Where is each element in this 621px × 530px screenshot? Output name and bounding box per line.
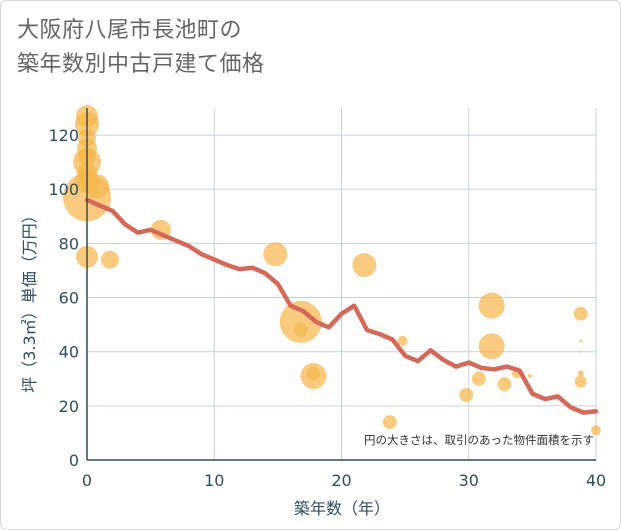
bubble-point-15	[293, 323, 308, 338]
x-tick-label-10: 10	[204, 471, 224, 490]
bubble-point-14	[279, 300, 322, 343]
y-axis-label: 坪（3.3㎡）単価（万円）	[20, 207, 39, 392]
bubble-point-32	[574, 375, 587, 388]
x-tick-label-40: 40	[586, 471, 606, 490]
y-tick-label-80: 80	[59, 234, 79, 253]
bubble-point-31	[577, 370, 584, 377]
bubble-point-10	[85, 174, 110, 199]
y-tick-label-0: 0	[69, 451, 79, 470]
tick-labels: 0 10 20 30 40 0 20 40 60 80 100 120	[48, 126, 606, 490]
bubble-point-27	[527, 374, 532, 379]
bubble-point-30	[579, 350, 582, 353]
chart-title: 大阪府八尾市長池町の 築年数別中古戸建て価格	[17, 14, 577, 82]
bubble-point-21	[459, 388, 474, 403]
y-tick-label-20: 20	[59, 397, 79, 416]
bubble-point-28	[573, 306, 588, 321]
x-axis-label: 築年数（年）	[294, 499, 390, 518]
bubble-point-25	[497, 377, 512, 392]
bubble-point-19	[382, 415, 397, 430]
bubble-point-13	[263, 242, 288, 267]
bubble-point-11	[100, 250, 119, 269]
bubble-point-22	[471, 371, 486, 386]
size-note: 円の大きさは、取引のあった物件面積を示す	[364, 433, 594, 447]
x-tick-label-0: 0	[82, 471, 92, 490]
grid-lines	[87, 108, 597, 460]
bubble-point-23	[478, 292, 505, 319]
bubble-point-29	[579, 339, 583, 343]
bubble-point-24	[478, 333, 505, 360]
x-tick-label-30: 30	[459, 471, 479, 490]
y-tick-label-40: 40	[59, 343, 79, 362]
bubble-layer	[63, 105, 601, 436]
average-line-layer	[84, 197, 599, 415]
average-line-0	[84, 197, 599, 415]
bubble-point-33	[591, 425, 601, 436]
bubble-point-18	[352, 253, 377, 278]
y-tick-label-100: 100	[48, 180, 79, 199]
x-tick-label-20: 20	[331, 471, 351, 490]
y-tick-label-120: 120	[48, 126, 79, 145]
axes	[86, 108, 596, 461]
chart-title-line1: 大阪府八尾市長池町の	[17, 18, 243, 43]
bubble-point-17	[306, 366, 321, 381]
y-tick-label-60: 60	[59, 289, 79, 308]
bubble-point-20	[397, 335, 408, 346]
chart-title-line2: 築年数別中古戸建て価格	[17, 52, 265, 77]
